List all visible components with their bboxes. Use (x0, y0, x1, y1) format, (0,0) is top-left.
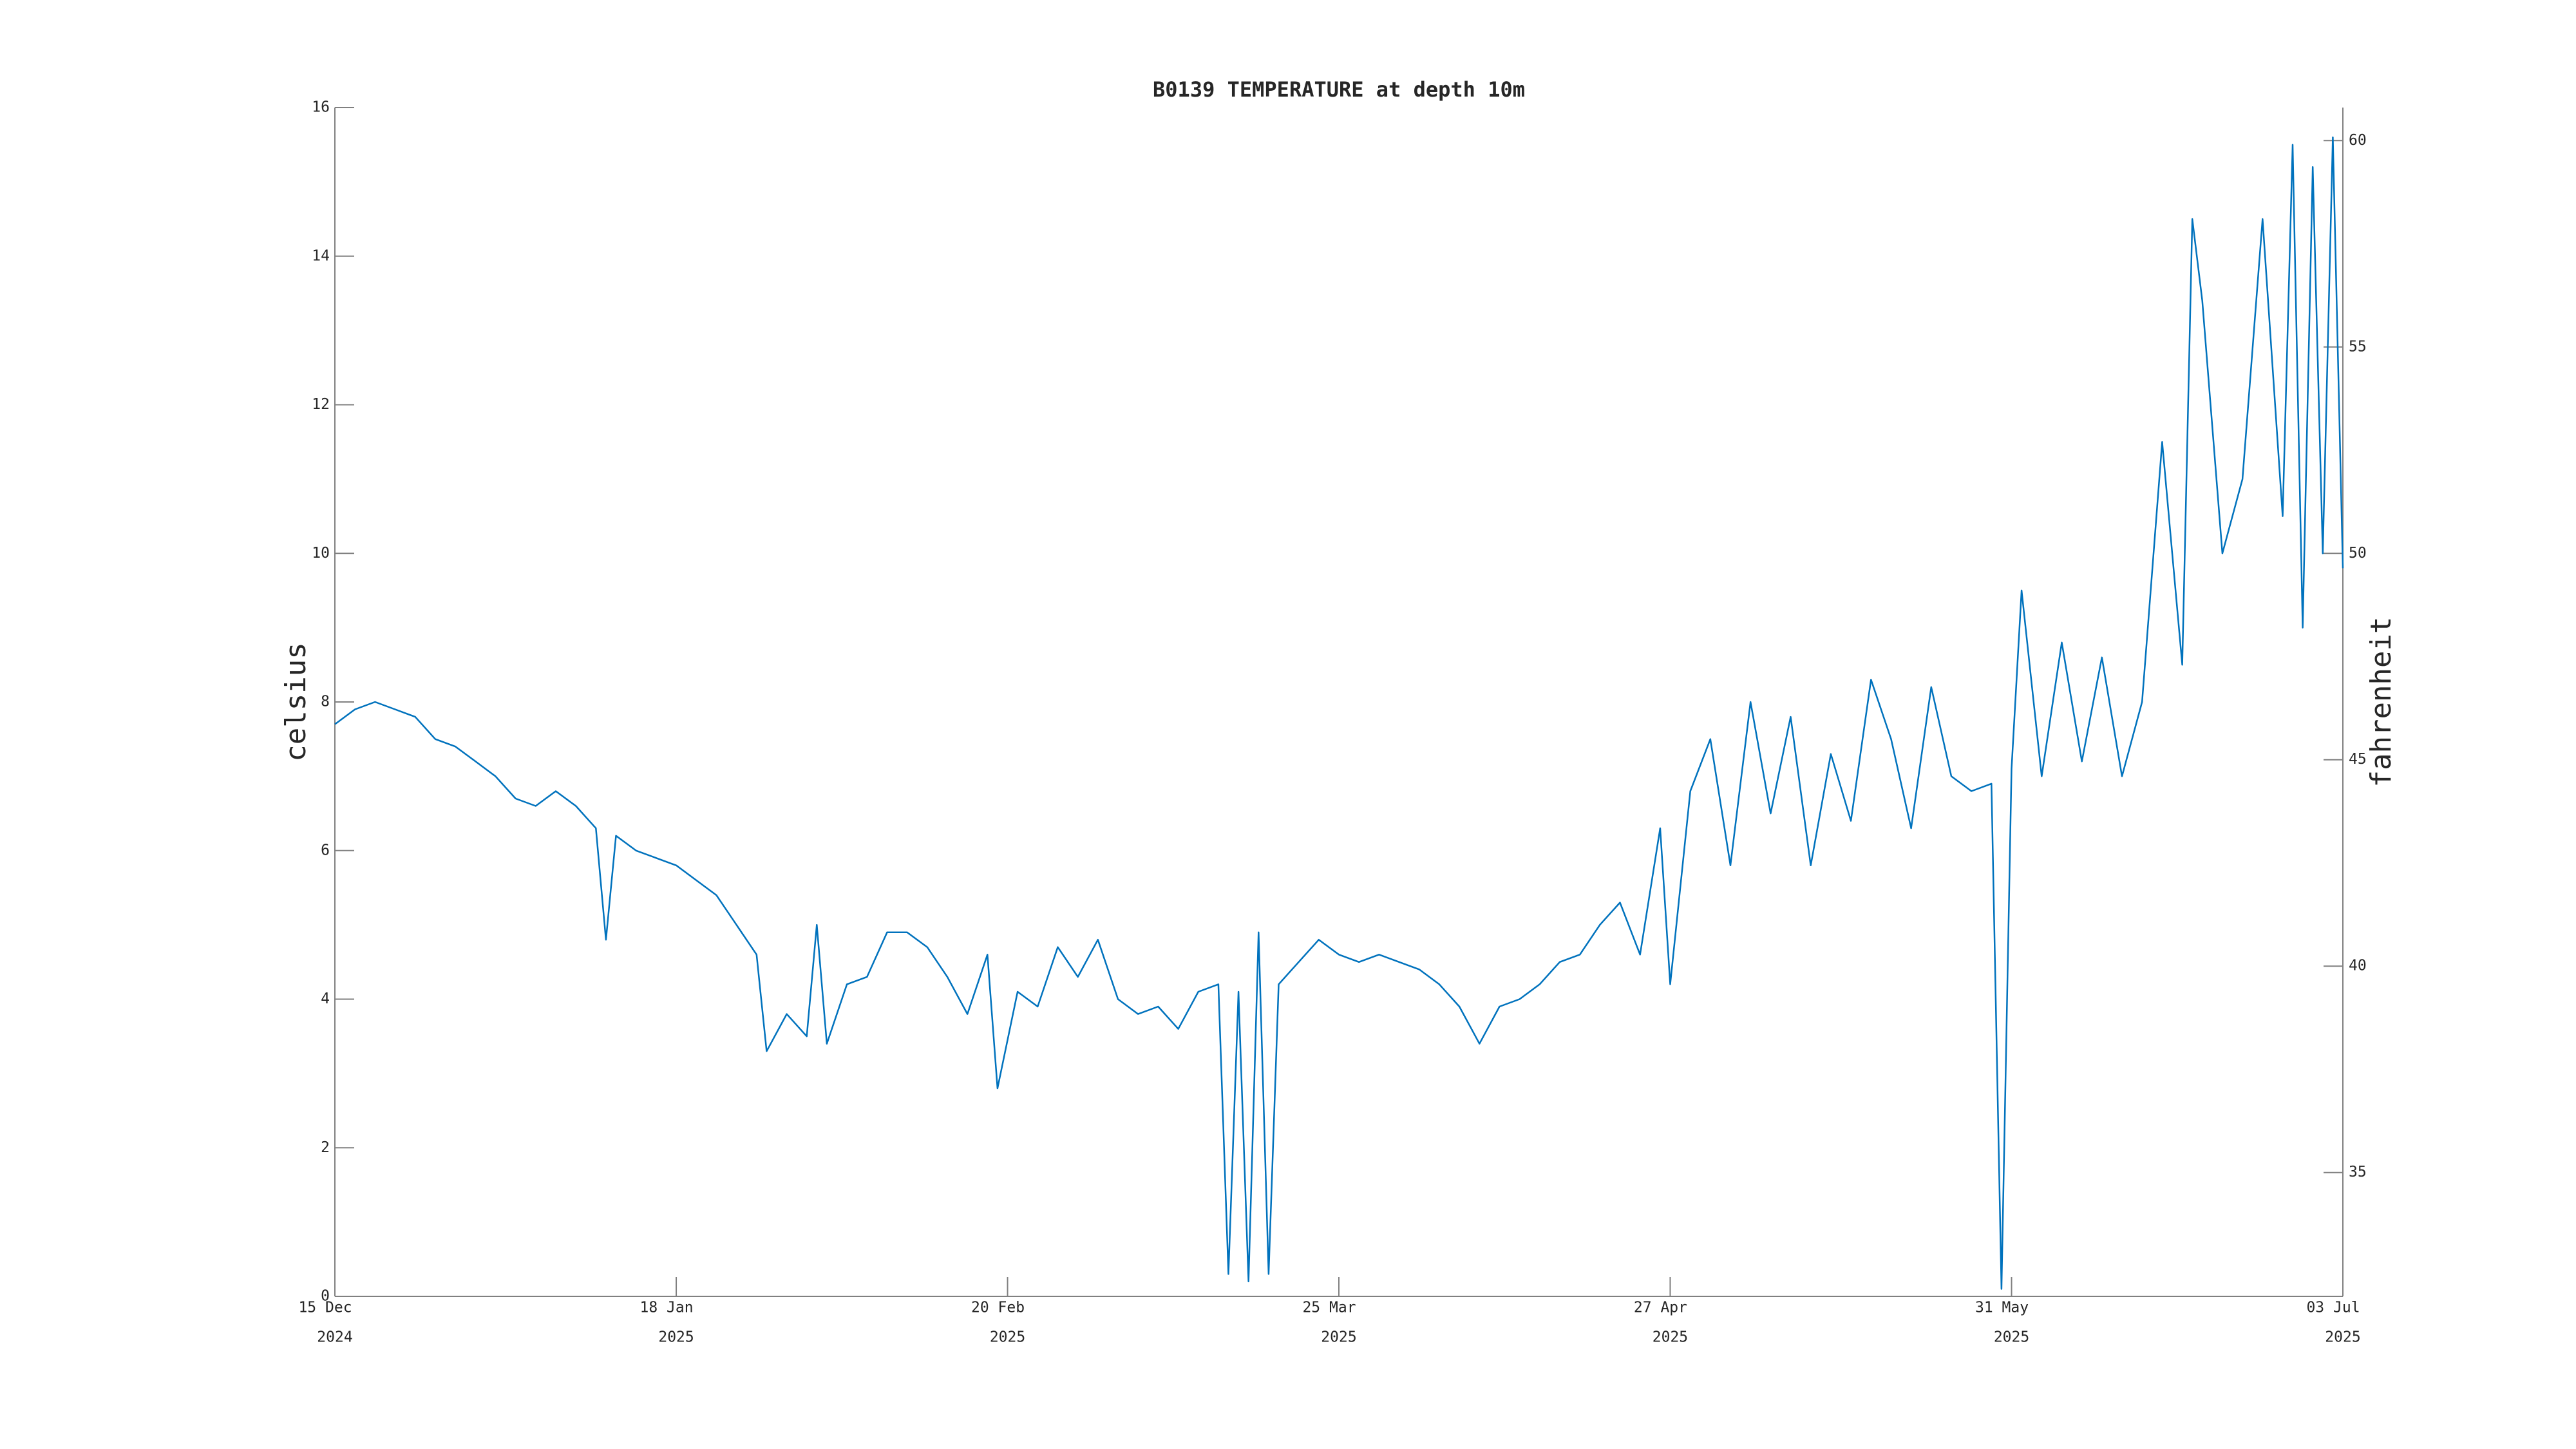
x-tick-label: 2025 (1321, 1329, 1356, 1346)
y2-tick-label: 40 (2349, 958, 2367, 974)
y-tick-label: 2 (321, 1139, 330, 1156)
chart-title: B0139 TEMPERATURE at depth 10m (1153, 77, 1525, 102)
y-tick-label: 16 (312, 99, 330, 116)
x-tick-label: 2025 (1994, 1329, 2029, 1346)
y-tick-label: 8 (321, 694, 330, 710)
x-tick-label: 2025 (658, 1329, 694, 1346)
x-tick-label: 2025 (1653, 1329, 1688, 1346)
x-tick-label: 31 May (1975, 1300, 2029, 1316)
y2-tick-label: 55 (2349, 338, 2367, 355)
x-tick-label: 2024 (317, 1329, 352, 1346)
y-tick-label: 6 (321, 842, 330, 858)
y-axis-label: celsius (279, 642, 312, 761)
y2-tick-label: 35 (2349, 1164, 2367, 1180)
y-tick-label: 12 (312, 396, 330, 413)
x-tick-label: 15 Dec (298, 1300, 352, 1316)
x-tick-label: 2025 (2325, 1329, 2360, 1346)
y-tick-label: 4 (321, 990, 330, 1007)
y2-tick-label: 60 (2349, 132, 2367, 149)
data-line (334, 136, 2344, 1290)
x-tick-label: 27 Apr (1634, 1300, 1687, 1316)
y2-tick-label: 45 (2349, 751, 2367, 768)
y-tick-label: 0 (321, 1288, 330, 1305)
y-tick-label: 10 (312, 545, 330, 562)
x-tick-label: 2025 (990, 1329, 1025, 1346)
x-tick-label: 03 Jul (2306, 1300, 2360, 1316)
y-tick-label: 14 (312, 247, 330, 264)
x-tick-label: 20 Feb (971, 1300, 1025, 1316)
y2-tick-label: 50 (2349, 545, 2367, 562)
x-tick-label: 25 Mar (1302, 1300, 1356, 1316)
y2-axis-label: fahrenheit (2365, 617, 2398, 788)
x-tick-label: 18 Jan (640, 1300, 694, 1316)
